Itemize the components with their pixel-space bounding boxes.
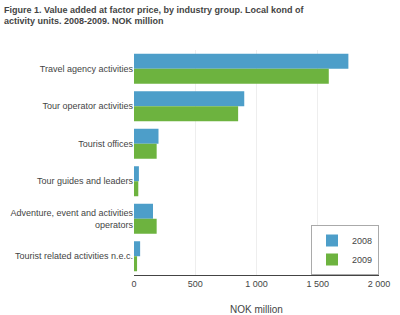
svg-text:Figure 1. Value added at facto: Figure 1. Value added at factor price, b… bbox=[4, 5, 305, 27]
svg-text:1 500: 1 500 bbox=[306, 279, 329, 289]
svg-text:2 000: 2 000 bbox=[368, 279, 391, 289]
svg-text:2009: 2009 bbox=[352, 255, 372, 265]
svg-text:Tour guides and leaders: Tour guides and leaders bbox=[37, 176, 134, 186]
svg-text:2008: 2008 bbox=[352, 236, 372, 246]
svg-text:Adventure, event and activitie: Adventure, event and activitiesoperators bbox=[10, 208, 133, 230]
svg-text:NOK million: NOK million bbox=[230, 304, 283, 315]
svg-text:0: 0 bbox=[131, 279, 136, 289]
svg-text:Travel agency activities: Travel agency activities bbox=[40, 64, 134, 74]
svg-text:500: 500 bbox=[188, 279, 203, 289]
svg-text:Tour operator activities: Tour operator activities bbox=[42, 101, 133, 111]
svg-text:1 000: 1 000 bbox=[245, 279, 268, 289]
svg-text:Tourist offices: Tourist offices bbox=[78, 139, 133, 149]
svg-text:Tourist related activities n.e: Tourist related activities n.e.c. bbox=[15, 251, 133, 261]
